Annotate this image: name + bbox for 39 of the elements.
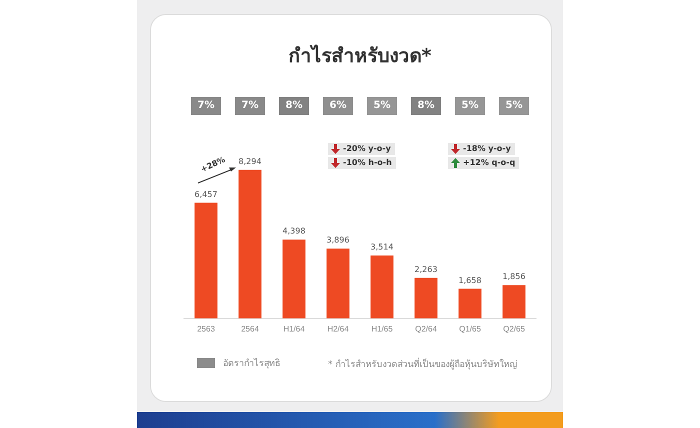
bar (326, 248, 350, 318)
x-tick-label: Q1/65 (459, 324, 482, 334)
bar (370, 255, 394, 318)
text: +12% q-o-q (463, 157, 516, 169)
x-tick-label: H1/64 (283, 324, 306, 334)
data-label: 8% (279, 97, 309, 115)
data-label: 5% (499, 97, 529, 115)
data-label: 8% (411, 97, 441, 115)
data-label: 6,457 (194, 190, 218, 199)
x-tick-label: H2/64 (327, 324, 350, 334)
data-label: 4,398 (282, 226, 306, 236)
text: -10% h-o-h (343, 157, 392, 169)
text: -20% y-o-y (343, 143, 391, 155)
bar (238, 170, 262, 318)
data-label: 1,658 (458, 276, 482, 285)
bar (194, 202, 218, 318)
data-label: 7% (191, 97, 221, 115)
bar (458, 288, 482, 318)
data-label: 2,263 (414, 264, 438, 274)
text: -18% y-o-y (463, 143, 511, 155)
x-tick-label: Q2/65 (503, 324, 526, 334)
x-tick-label: H1/65 (371, 324, 394, 334)
x-tick-label: Q2/64 (415, 324, 438, 334)
data-label: 3,514 (370, 242, 394, 252)
bar (502, 285, 526, 318)
bar (414, 278, 438, 318)
data-label: 5% (455, 97, 485, 115)
data-label: 8,294 (238, 156, 262, 166)
x-tick-label: 2564 (241, 324, 260, 334)
bar (282, 240, 306, 318)
data-label: 6% (323, 97, 353, 115)
text: * กำไรสำหรับงวดส่วนที่เป็นของผู้ถือหุ้นบริษัทใหญ่ (328, 357, 518, 371)
data-label: 3,896 (326, 236, 350, 245)
data-label: 7% (235, 97, 265, 115)
text: อัตรากำไรสุทธิ (223, 357, 280, 370)
chart-title: กำไรสำหรับงวด* (288, 44, 432, 69)
data-label: 5% (367, 97, 397, 115)
x-tick-label: 2563 (197, 324, 216, 334)
data-label: 1,856 (502, 272, 526, 282)
